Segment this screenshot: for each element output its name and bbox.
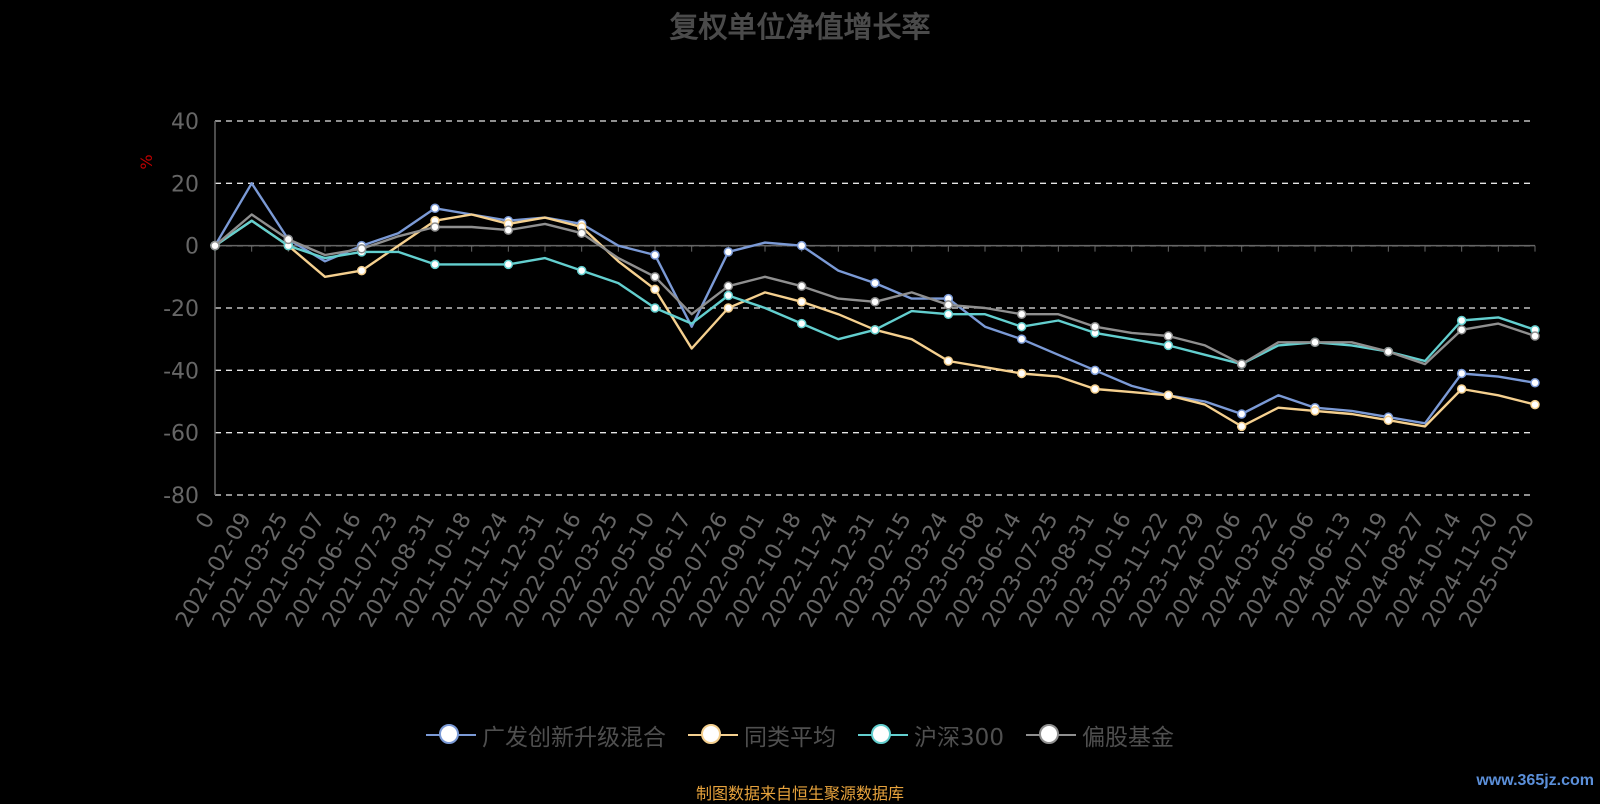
series-point xyxy=(723,247,734,257)
series-point xyxy=(723,303,734,313)
y-axis-label: % xyxy=(137,154,156,169)
legend-swatch-icon xyxy=(426,722,477,748)
series-point xyxy=(1016,309,1027,319)
series-point xyxy=(1090,321,1100,332)
legend-swatch-icon xyxy=(688,722,739,748)
chart-title: 复权单位净值增长率 xyxy=(669,10,931,44)
legend-label: 同类平均 xyxy=(744,725,837,751)
y-tick-label: 0 xyxy=(185,235,199,260)
series-point xyxy=(1236,409,1247,419)
series-point xyxy=(576,228,587,238)
watermark: www.365jz.com xyxy=(1476,772,1594,789)
series-point xyxy=(430,203,440,214)
series-point xyxy=(210,240,220,251)
series-point xyxy=(1456,368,1467,379)
series-point xyxy=(650,272,660,282)
series-point xyxy=(1016,321,1027,332)
series-point xyxy=(723,290,734,301)
series-point xyxy=(1090,384,1100,394)
series-point xyxy=(1456,384,1467,394)
series-point xyxy=(503,259,514,270)
series-point xyxy=(1530,378,1540,388)
series-point xyxy=(430,222,440,232)
series-point xyxy=(1530,399,1540,410)
series-point xyxy=(796,318,807,329)
series-point xyxy=(943,356,954,366)
series-point xyxy=(943,309,954,319)
series-point xyxy=(870,278,880,288)
legend-label: 广发创新升级混合 xyxy=(482,725,667,751)
series-point xyxy=(430,259,440,270)
legend-swatch-icon xyxy=(1025,722,1076,748)
series-point xyxy=(1236,421,1247,432)
y-tick-label: -80 xyxy=(163,484,199,509)
x-tick-label: 0 xyxy=(192,509,221,534)
series-point xyxy=(870,325,880,335)
series-point xyxy=(1163,331,1174,341)
legend-item-peer-average[interactable]: 同类平均 xyxy=(688,718,836,752)
series-point xyxy=(1163,390,1174,401)
series-point xyxy=(283,234,294,245)
series-point xyxy=(1236,359,1247,369)
series-point xyxy=(796,281,807,291)
series-point xyxy=(503,225,514,235)
legend: 广发创新升级混合 同类平均 沪深300 偏股基金 xyxy=(0,718,1600,752)
y-tick-label: 40 xyxy=(171,110,199,135)
series-point xyxy=(356,244,367,254)
legend-item-equity-fund[interactable]: 偏股基金 xyxy=(1025,718,1174,752)
series-point xyxy=(1016,368,1027,379)
grid-lines xyxy=(215,120,1535,496)
y-tick-label: 20 xyxy=(171,172,199,197)
series-point xyxy=(1456,315,1467,326)
series-point xyxy=(1310,406,1320,416)
series-point xyxy=(650,284,660,295)
series-point xyxy=(1456,325,1467,335)
series-point xyxy=(796,240,807,251)
series-point xyxy=(576,265,587,276)
series-point xyxy=(1310,337,1320,348)
series-point xyxy=(1090,365,1100,376)
series-lines xyxy=(210,182,1540,432)
series-point xyxy=(650,303,660,313)
series-point xyxy=(1383,415,1394,425)
y-tick-label: -60 xyxy=(163,422,199,447)
legend-item-fund[interactable]: 广发创新升级混合 xyxy=(426,718,666,752)
y-tick-label: -20 xyxy=(163,297,199,322)
legend-label: 偏股基金 xyxy=(1081,725,1174,751)
series-point xyxy=(796,297,807,307)
series-point xyxy=(1016,334,1027,344)
series-point xyxy=(1163,340,1174,351)
source-note: 制图数据来自恒生聚源数据库 xyxy=(695,784,904,803)
series-point xyxy=(1530,331,1540,341)
series-point xyxy=(870,297,880,307)
series-point xyxy=(356,265,367,276)
series-point xyxy=(650,250,660,260)
series-point xyxy=(723,281,734,291)
legend-swatch-icon xyxy=(858,722,909,748)
series-point xyxy=(943,300,954,310)
legend-item-csi300[interactable]: 沪深300 xyxy=(858,718,1004,752)
y-tick-label: -40 xyxy=(163,359,199,384)
series-point xyxy=(1383,346,1394,357)
legend-label: 沪深300 xyxy=(914,725,1004,751)
